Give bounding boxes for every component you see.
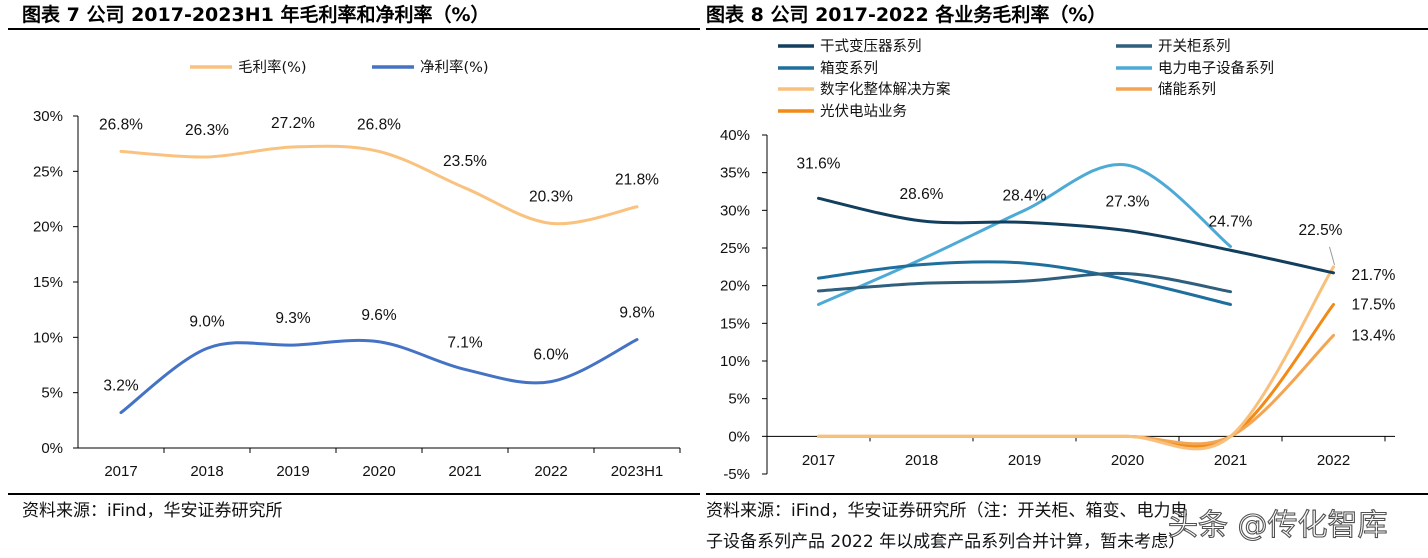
y-tick-label: 10% <box>720 353 750 370</box>
x-tick-label: 2021 <box>1214 452 1247 469</box>
series-line <box>817 265 1335 451</box>
legend-label: 箱变系列 <box>820 60 878 77</box>
chart-8: -5% 0% 5% 10% 15% 20% 25% 30% 35% 40% 2017 2018 2019… <box>720 38 1396 483</box>
y-tick-label: 40% <box>720 127 750 144</box>
chart-7-title: 图表 7 公司 2017-2023H1 年毛利率和净利率（%） <box>22 3 490 26</box>
legend-label: 干式变压器系列 <box>820 38 922 55</box>
data-label: 9.6% <box>361 307 397 324</box>
y-tick-label: -5% <box>723 466 750 483</box>
data-label: 26.3% <box>185 122 229 139</box>
data-label: 22.5% <box>1299 222 1343 239</box>
data-label: 27.2% <box>271 115 315 132</box>
data-label: 21.7% <box>1352 267 1396 284</box>
data-label: 28.4% <box>1003 187 1047 204</box>
y-tick-label: 30% <box>720 202 750 219</box>
legend-label: 开关柜系列 <box>1158 38 1231 55</box>
x-tick-label: 2023H1 <box>611 463 664 480</box>
y-tick-label: 25% <box>33 163 63 180</box>
y-tick-label: 5% <box>41 385 63 402</box>
series-line <box>119 144 639 226</box>
legend-label: 电力电子设备系列 <box>1158 60 1274 77</box>
data-label: 23.5% <box>443 153 487 170</box>
y-tick-label: 15% <box>33 274 63 291</box>
data-label: 26.8% <box>99 116 143 133</box>
data-label: 13.4% <box>1352 327 1396 344</box>
y-tick-label: 5% <box>728 391 750 408</box>
x-tick-label: 2020 <box>1111 452 1144 469</box>
x-tick-label: 2018 <box>190 463 223 480</box>
x-tick-label: 2017 <box>104 463 137 480</box>
data-label: 20.3% <box>529 188 573 205</box>
y-tick-label: 30% <box>33 108 63 125</box>
x-tick-label: 2018 <box>905 452 938 469</box>
x-tick-label: 2019 <box>1008 452 1041 469</box>
legend-label: 毛利率(%) <box>238 59 307 76</box>
chart-7: 0% 5% 10% 15% 20% 25% 30% 2017 2018 2019 2020 2021 2… <box>33 59 681 480</box>
y-tick-label: 10% <box>33 329 63 346</box>
y-tick-label: 20% <box>33 219 63 236</box>
chart-7-source: 资料来源：iFind，华安证券研究所 <box>22 501 283 521</box>
watermark: 头条 @传化智库 <box>1168 508 1388 543</box>
y-tick-label: 15% <box>720 315 750 332</box>
series-line <box>817 303 1335 448</box>
chart-8-title: 图表 8 公司 2017-2022 各业务毛利率（%） <box>706 3 1106 26</box>
data-label: 7.1% <box>447 334 483 351</box>
y-tick-label: 0% <box>41 440 63 457</box>
legend-label: 光伏电站业务 <box>820 103 907 120</box>
data-label: 24.7% <box>1209 213 1253 230</box>
data-label: 9.8% <box>619 305 655 322</box>
chart-8-source-line-1: 资料来源：iFind，华安证券研究所（注：开关柜、箱变、电力电 <box>706 501 1188 521</box>
y-tick-label: 20% <box>720 278 750 295</box>
x-tick-label: 2022 <box>1317 452 1350 469</box>
series-line <box>817 260 1232 306</box>
data-label: 21.8% <box>615 172 659 189</box>
data-label: 28.6% <box>900 186 944 203</box>
data-label: 3.2% <box>103 378 139 395</box>
data-label: 6.0% <box>533 347 569 364</box>
data-label: 26.8% <box>357 116 401 133</box>
y-tick-label: 35% <box>720 165 750 182</box>
legend-label: 数字化整体解决方案 <box>820 80 951 98</box>
y-tick-label: 0% <box>728 428 750 445</box>
series-line <box>817 196 1335 275</box>
legend-label: 净利率(%) <box>420 59 489 76</box>
x-tick-label: 2017 <box>802 452 835 469</box>
x-tick-label: 2021 <box>448 463 481 480</box>
x-tick-label: 2020 <box>362 463 395 480</box>
series-line <box>119 338 639 415</box>
chart-8-source-line-2: 子设备系列产品 2022 年以成套产品系列合并计算，暂未考虑） <box>706 532 1185 552</box>
legend-label: 储能系列 <box>1158 81 1216 98</box>
series-line <box>817 162 1232 306</box>
data-label: 27.3% <box>1106 194 1150 211</box>
x-tick-label: 2019 <box>276 463 309 480</box>
series-line <box>817 271 1232 294</box>
data-label: 31.6% <box>797 155 841 172</box>
leader-line <box>1329 246 1335 265</box>
data-label: 9.0% <box>189 313 225 330</box>
data-label: 17.5% <box>1352 297 1396 314</box>
data-label: 9.3% <box>275 310 311 327</box>
series-line <box>817 333 1335 446</box>
x-tick-label: 2022 <box>534 463 567 480</box>
y-tick-label: 25% <box>720 240 750 257</box>
